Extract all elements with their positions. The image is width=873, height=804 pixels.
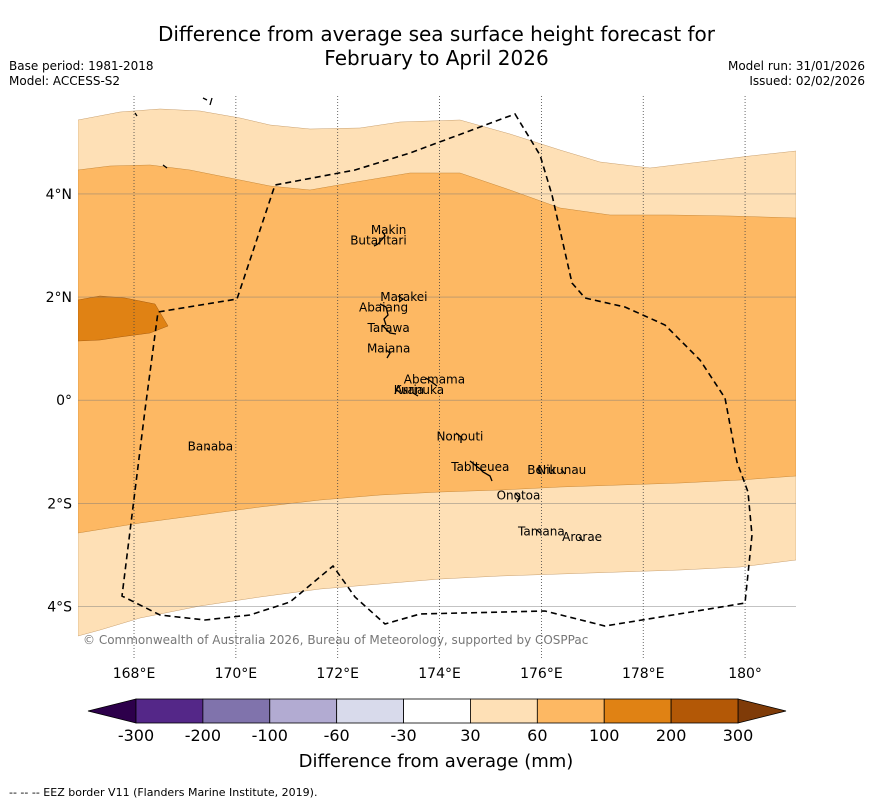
place-label-banaba: Banaba (188, 440, 234, 454)
coast-tamana (536, 529, 541, 534)
coast-banaba (206, 447, 210, 451)
colorbar-tick-label: 300 (723, 726, 754, 745)
colorbar-bin (670, 698, 739, 724)
colorbar-tick-label: -300 (118, 726, 154, 745)
place-label-abemama: Abemama (404, 373, 465, 387)
colorbar-title: Difference from average (mm) (299, 751, 574, 772)
colorbar-bin (269, 698, 338, 724)
colorbar-bins (87, 698, 787, 724)
place-label-arorae: Arorae (562, 530, 602, 544)
lat-tick-label: 2°S (47, 496, 72, 512)
place-label-nikunau: Nikunau (537, 463, 586, 477)
lat-tick-label: 4°S (47, 599, 72, 615)
model-name: Model: ACCESS-S2 (9, 74, 121, 88)
lon-tick-label: 168°E (113, 666, 156, 682)
colorbar-tick-label: -200 (185, 726, 221, 745)
coast-makin (373, 231, 386, 247)
colorbar-tick-label: 60 (527, 726, 547, 745)
model-run: Model run: 31/01/2026 (727, 59, 865, 73)
colorbar-bin (135, 698, 204, 724)
place-label-onotoa: Onotoa (497, 489, 541, 503)
lon-tick-label: 180° (728, 666, 762, 682)
place-label-abaiang: Abaiang (359, 300, 408, 314)
run-info: Model run: 31/01/2026 Issued: 02/02/2026 (728, 59, 865, 89)
lon-tick-label: 170°E (215, 666, 258, 682)
coast-onotoa (514, 492, 521, 503)
colorbar-tick-label: -100 (252, 726, 288, 745)
chart-title: Difference from average sea surface heig… (0, 22, 873, 70)
place-label-aranuka: Aranuka (394, 383, 444, 397)
model-info: Base period: 1981-2018 Model: ACCESS-S2 (9, 59, 154, 89)
place-label-butaritari: Butaritari (350, 233, 407, 247)
lat-tick-label: 0° (56, 393, 72, 409)
colorbar-tick-label: 200 (656, 726, 687, 745)
coast-marakei (397, 295, 405, 303)
base-period: Base period: 1981-2018 (9, 59, 154, 73)
title-line-1: Difference from average sea surface heig… (157, 22, 716, 46)
place-label-tamana: Tamana (517, 525, 565, 539)
coast-nikunau (560, 468, 566, 475)
coastlines (134, 97, 584, 542)
colorbar-tick-label: 100 (589, 726, 620, 745)
lon-tick-label: 172°E (316, 666, 359, 682)
colorbar-tick-label: -30 (390, 726, 416, 745)
place-label-tarawa: Tarawa (367, 321, 410, 335)
lat-tick-label: 4°N (46, 187, 72, 203)
coast-abaiang (379, 303, 389, 326)
lat-tick-label: 2°N (46, 290, 72, 306)
place-label-makin: Makin (371, 223, 407, 237)
gridlines (78, 96, 796, 658)
colorbar-high-extend (737, 698, 787, 724)
colorbar-bin (202, 698, 271, 724)
colorbar-bin (336, 698, 404, 724)
lon-tick-label: 174°E (418, 666, 461, 682)
coast-maiana (385, 349, 391, 359)
colorbar-bin (536, 698, 605, 724)
coast-north-1 (202, 97, 213, 106)
place-label-maiana: Maiana (367, 342, 410, 356)
lon-tick-label: 178°E (622, 666, 665, 682)
coast-nonouti (455, 432, 462, 443)
place-label-kuria: Kuria (394, 383, 425, 397)
colorbar-bin (603, 698, 672, 724)
place-label-marakei: Marakei (380, 290, 427, 304)
coast-north-2 (134, 112, 168, 169)
title-line-2: February to April 2026 (324, 46, 549, 70)
colorbar: -300 -200 -100 -60 -30 30 60 100 200 300 Differen… (87, 698, 787, 772)
colorbar-low-extend (87, 698, 137, 724)
place-label-beru: Beru (527, 463, 555, 477)
lon-tick-label: 176°E (520, 666, 563, 682)
band-60-100 (78, 164, 796, 534)
issued-date: Issued: 02/02/2026 (749, 74, 865, 88)
coast-tabiteuea (469, 460, 493, 482)
copyright-notice: © Commonwealth of Australia 2026, Bureau… (83, 633, 588, 647)
coast-arorae (578, 536, 584, 542)
place-label-nonouti: Nonouti (436, 429, 483, 443)
colorbar-tick-label: -60 (324, 726, 350, 745)
coast-abemama (425, 377, 438, 387)
place-label-tabiteuea: Tabiteuea (450, 460, 509, 474)
axis-labels: 168°E 170°E 172°E 174°E 176°E 178°E 180° 4°N 2°N… (46, 187, 762, 682)
colorbar-tick-label: 30 (460, 726, 480, 745)
coast-beru (536, 467, 542, 474)
eez-border (121, 113, 753, 627)
coast-tarawa (381, 324, 397, 335)
colorbar-bin (403, 698, 471, 724)
colorbar-tick-labels: -300 -200 -100 -60 -30 30 60 100 200 300 (118, 726, 753, 745)
eez-footnote: -- -- -- EEZ border V11 (Flanders Marine… (9, 786, 318, 799)
coast-kuria (403, 388, 419, 397)
colorbar-bin (470, 698, 538, 724)
